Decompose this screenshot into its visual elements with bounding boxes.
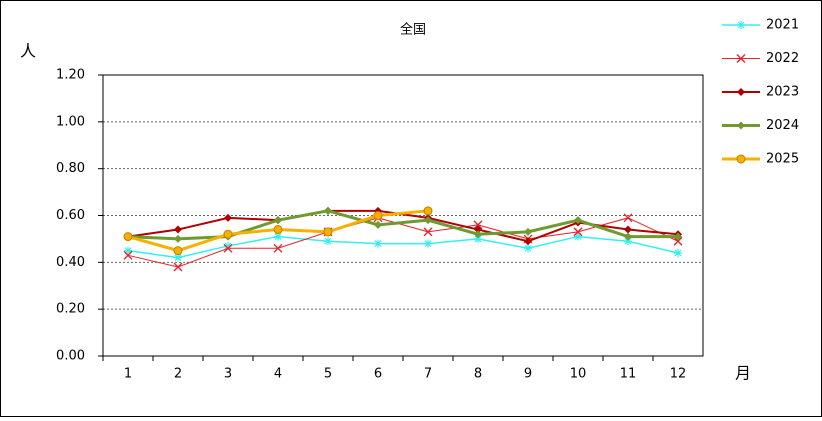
marker	[273, 225, 283, 235]
legend-label: 2021	[766, 18, 799, 33]
marker	[524, 244, 532, 253]
marker	[224, 213, 232, 222]
marker	[123, 250, 133, 260]
marker	[174, 253, 182, 262]
y-tick-label: 0.60	[56, 208, 85, 223]
marker	[174, 234, 182, 243]
series-line	[127, 217, 679, 268]
marker	[424, 239, 432, 248]
y-tick-label: 0.20	[56, 302, 85, 317]
marker	[423, 227, 433, 237]
x-tick-label: 4	[274, 367, 282, 382]
y-tick-label: 0.40	[56, 255, 85, 270]
x-tick-label: 12	[670, 367, 687, 382]
x-tick-label: 8	[474, 367, 482, 382]
marker	[123, 232, 133, 242]
marker	[524, 227, 532, 236]
x-tick-label: 1	[124, 367, 132, 382]
marker	[324, 206, 332, 215]
marker	[424, 216, 432, 225]
marker	[474, 234, 482, 243]
marker	[324, 237, 332, 246]
marker	[574, 216, 582, 225]
marker	[173, 262, 183, 272]
marker	[624, 237, 632, 246]
series-line	[127, 235, 679, 259]
legend-label: 2025	[766, 152, 799, 167]
y-tick-label: 1.20	[56, 68, 85, 83]
marker	[674, 232, 682, 241]
marker	[737, 88, 745, 96]
marker	[737, 121, 745, 130]
marker	[623, 213, 633, 223]
x-tick-label: 5	[324, 367, 332, 382]
marker	[224, 241, 232, 250]
legend-label: 2022	[766, 51, 799, 66]
marker	[274, 216, 282, 225]
marker	[624, 232, 632, 241]
x-tick-label: 10	[570, 367, 587, 382]
x-tick-label: 2	[174, 367, 182, 382]
x-tick-label: 11	[620, 367, 637, 382]
chart-title: 全国	[400, 22, 426, 38]
marker	[223, 243, 233, 253]
marker	[524, 237, 532, 246]
marker	[173, 246, 183, 256]
marker	[474, 225, 482, 234]
marker	[674, 248, 682, 257]
legend-label: 2023	[766, 85, 799, 100]
marker	[474, 230, 482, 239]
marker	[473, 220, 483, 230]
marker	[274, 232, 282, 241]
marker	[624, 225, 632, 234]
x-tick-label: 3	[224, 367, 232, 382]
marker	[737, 21, 745, 29]
marker	[273, 243, 283, 253]
marker	[124, 246, 132, 255]
marker	[736, 54, 746, 63]
marker	[174, 225, 182, 234]
marker	[373, 211, 383, 220]
marker	[323, 227, 333, 237]
x-tick-label: 7	[424, 367, 432, 382]
y-tick-label: 0.80	[56, 161, 85, 176]
marker	[573, 227, 583, 237]
legend-label: 2024	[766, 118, 799, 133]
marker	[223, 229, 233, 239]
x-tick-label: 9	[524, 367, 532, 382]
y-tick-label: 0.00	[56, 349, 85, 364]
marker	[673, 236, 683, 246]
y-axis-label: 人	[20, 42, 36, 61]
marker	[374, 220, 382, 229]
marker	[574, 232, 582, 241]
marker	[423, 206, 433, 216]
y-tick-label: 1.00	[56, 114, 85, 129]
marker	[736, 154, 746, 164]
x-axis-label: 月	[735, 364, 751, 383]
x-tick-label: 6	[374, 367, 382, 382]
marker	[374, 239, 382, 248]
